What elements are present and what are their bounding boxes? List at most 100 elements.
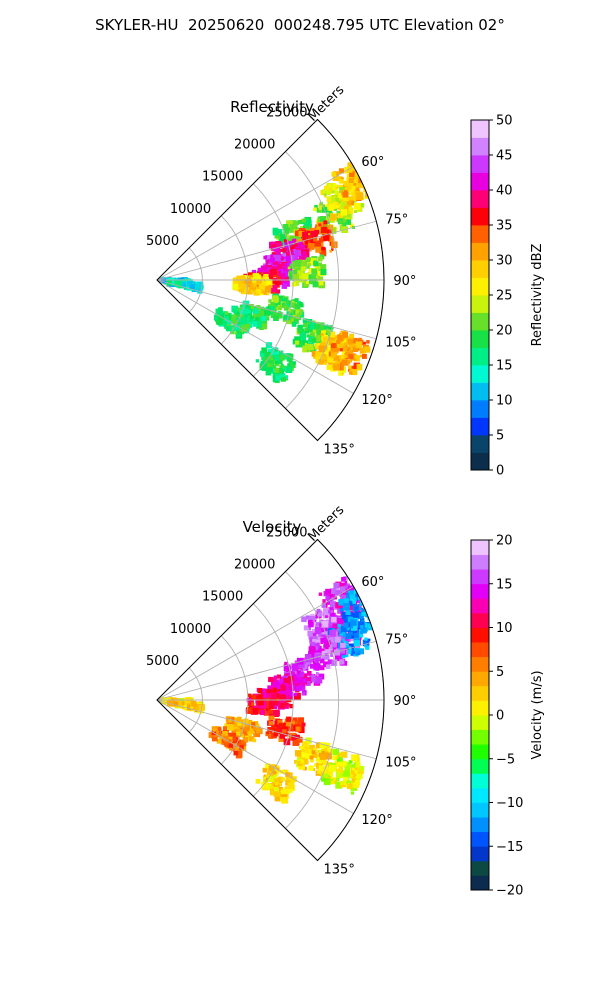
azimuth-gridline: [156, 640, 377, 701]
echo-region: [328, 330, 371, 376]
colorbar-tick-label: 20: [496, 324, 513, 339]
colorbar-segment: [471, 260, 489, 278]
radial-tick-label: 10000: [170, 622, 211, 637]
theta-tick-label: 120°: [361, 813, 392, 828]
colorbar-tick-label: −5: [496, 752, 515, 767]
colorbar-segment: [471, 452, 489, 471]
radial-tick-label: 15000: [202, 170, 243, 185]
echo-region: [232, 273, 273, 296]
colorbar-tick-label: 45: [496, 149, 513, 164]
colorbar-segment: [471, 685, 489, 701]
radial-tick-label: 10000: [170, 202, 211, 217]
colorbar-tick-label: −20: [496, 884, 523, 899]
colorbar-segment: [471, 583, 489, 599]
colorbar-segment: [471, 207, 489, 226]
colorbar-tick-label: 0: [496, 464, 504, 479]
colorbar-segment: [471, 656, 489, 672]
radar-panel-reflectivity: Reflectivity500010000150002000025000Mete…: [146, 83, 545, 479]
echo-region: [255, 763, 297, 804]
figure-title: SKYLER-HU 20250620 000248.795 UTC Elevat…: [95, 16, 505, 34]
colorbar-segment: [471, 758, 489, 774]
colorbar-segment: [471, 242, 489, 261]
colorbar-tick-label: 30: [496, 254, 513, 269]
colorbar: 0 5 10 15 20 25 30 35 40 45 50 Reflectivity dBZ: [470, 114, 545, 479]
echo-layer: [157, 155, 380, 384]
colorbar-segment: [471, 875, 489, 891]
colorbar-segment: [471, 225, 489, 243]
colorbar-segment: [471, 817, 489, 833]
colorbar-segment: [471, 612, 489, 628]
colorbar-segment: [471, 137, 489, 156]
echo-region: [320, 176, 365, 221]
theta-tick-label: 75°: [385, 632, 408, 647]
colorbar-segment: [471, 744, 489, 760]
panel-title: Velocity: [243, 518, 302, 536]
colorbar-tick-label: 5: [496, 429, 504, 444]
azimuth-gridline: [156, 220, 377, 281]
colorbar-segment: [471, 554, 489, 570]
azimuth-gridline: [156, 166, 354, 281]
echo-region: [255, 342, 296, 384]
theta-tick-label: 135°: [324, 443, 355, 458]
colorbar-tick-label: 50: [496, 114, 513, 129]
colorbar-tick-label: 0: [496, 709, 504, 724]
colorbar-segment: [471, 190, 489, 208]
colorbar-segment: [471, 382, 489, 401]
colorbar-segment: [471, 598, 489, 614]
colorbar-tick-label: −10: [496, 796, 523, 811]
sector-outline: [156, 118, 385, 442]
theta-tick-label: 75°: [385, 212, 408, 227]
colorbar-segment: [471, 642, 489, 658]
colorbar-segment: [471, 417, 489, 436]
echo-region: [287, 254, 327, 289]
echo-layer: [157, 576, 382, 804]
panel-title: Reflectivity: [230, 98, 314, 116]
colorbar-segment: [471, 155, 489, 173]
radial-tick-label: 20000: [234, 138, 275, 153]
colorbar-tick-label: 15: [496, 577, 513, 592]
echo-region: [265, 293, 305, 327]
colorbar: −20 −15 −10 −5 0 5 10 15 20 Velocity (m/s): [470, 534, 545, 899]
colorbar-segment: [471, 365, 489, 383]
radial-tick-label: 25000: [266, 106, 307, 121]
colorbar-segment: [471, 172, 489, 191]
colorbar-segment: [471, 120, 489, 138]
colorbar-tick-label: −15: [496, 840, 523, 855]
colorbar-tick-label: 25: [496, 289, 513, 304]
radial-tick-label: 20000: [234, 558, 275, 573]
colorbar-segment: [471, 540, 489, 555]
azimuth-gridline: [156, 279, 354, 394]
colorbar-segment: [471, 831, 489, 847]
colorbar-label: Velocity (m/s): [530, 670, 545, 759]
theta-tick-label: 120°: [361, 393, 392, 408]
colorbar-tick-label: 15: [496, 359, 513, 374]
azimuth-gridline: [156, 586, 354, 701]
radial-axis-label: Meters: [305, 503, 347, 545]
echo-region: [321, 748, 365, 795]
colorbar-segment: [471, 295, 489, 313]
colorbar-segment: [471, 729, 489, 745]
colorbar-label: Reflectivity dBZ: [530, 244, 545, 347]
colorbar-segment: [471, 330, 489, 348]
colorbar-segment: [471, 435, 489, 453]
colorbar-segment: [471, 347, 489, 366]
colorbar-tick-label: 10: [496, 394, 513, 409]
theta-tick-label: 135°: [324, 863, 355, 878]
echo-region: [231, 300, 271, 330]
azimuth-gridline: [156, 699, 377, 760]
radial-tick-label: 5000: [146, 654, 179, 669]
theta-tick-label: 105°: [385, 336, 416, 351]
colorbar-segment: [471, 627, 489, 643]
sector-outline: [156, 538, 385, 862]
radial-tick-label: 5000: [146, 234, 179, 249]
radial-tick-label: 15000: [202, 590, 243, 605]
colorbar-tick-label: 10: [496, 621, 513, 636]
colorbar-segment: [471, 671, 489, 687]
colorbar-segment: [471, 277, 489, 296]
colorbar-segment: [471, 846, 489, 862]
azimuth-gridline: [156, 699, 354, 814]
colorbar-tick-label: 35: [496, 219, 513, 234]
azimuth-gridline: [156, 279, 377, 340]
